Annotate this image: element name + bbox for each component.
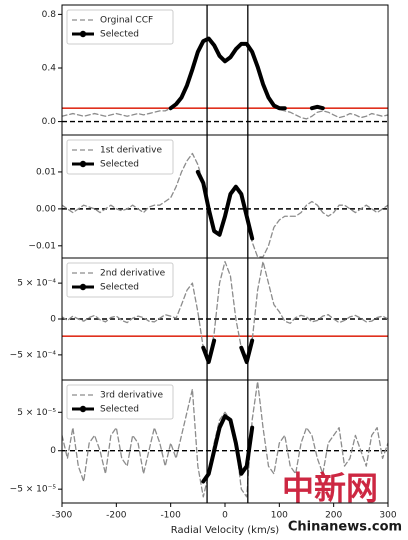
- x-tick-label: 100: [271, 511, 288, 521]
- y-tick-label: 0.00: [36, 204, 56, 214]
- y-tick-label: 0.0: [42, 117, 57, 127]
- legend-marker: [79, 405, 87, 413]
- x-tick-label: -100: [160, 511, 181, 521]
- y-tick-label: 5 × 10⁻⁴: [17, 279, 56, 289]
- watermark-logo: 中新网: [282, 469, 378, 507]
- y-tick-label: −5 × 10⁻⁵: [10, 485, 57, 495]
- x-tick-label: 0: [222, 511, 228, 521]
- series-line: [62, 37, 388, 120]
- x-tick-label: -300: [52, 511, 73, 521]
- series-line: [62, 380, 388, 498]
- legend-label: Selected: [100, 283, 139, 293]
- x-axis-label: Radial Velocity (km/s): [171, 525, 279, 536]
- selected-line: [168, 36, 325, 111]
- legend-label: Selected: [100, 160, 139, 170]
- y-tick-label: 0: [50, 315, 56, 325]
- watermark-site: Chinanews.com: [288, 520, 402, 535]
- y-tick-label: 0.01: [36, 167, 56, 177]
- y-tick-label: 5 × 10⁻⁵: [17, 408, 56, 418]
- legend-label: 1st derivative: [100, 146, 162, 156]
- plot-area: [62, 260, 388, 365]
- legend-label: Selected: [100, 405, 139, 415]
- legend-marker: [79, 283, 87, 291]
- plot-area: [62, 36, 388, 123]
- x-tick-label: -200: [106, 511, 127, 521]
- legend-marker: [79, 160, 87, 168]
- plot-area: [62, 380, 388, 498]
- y-tick-label: 0.4: [42, 63, 57, 73]
- x-tick-label: 200: [325, 511, 342, 521]
- y-tick-label: 0: [50, 446, 56, 456]
- selected-line: [201, 414, 255, 484]
- legend-label: Orginal CCF: [100, 16, 153, 26]
- legend-label: Selected: [100, 30, 139, 40]
- selected-line: [201, 338, 255, 365]
- y-tick-label: −5 × 10⁻⁴: [10, 350, 57, 360]
- y-tick-label: −0.01: [28, 241, 56, 251]
- series-line: [62, 260, 388, 363]
- legend-label: 2nd derivative: [100, 269, 166, 279]
- y-tick-label: 0.8: [42, 10, 57, 20]
- legend-label: 3rd derivative: [100, 391, 163, 401]
- legend-marker: [79, 30, 87, 38]
- x-tick-label: 300: [379, 511, 396, 521]
